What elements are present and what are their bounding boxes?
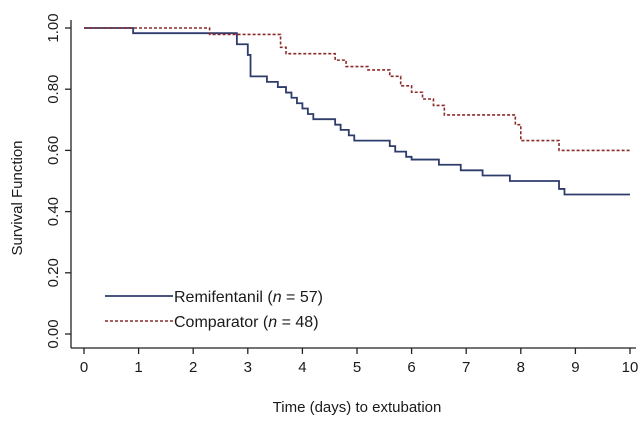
- remifentanil-curve: [84, 27, 630, 196]
- y-tick-label: 0.80: [45, 75, 62, 104]
- x-tick-label: 2: [189, 359, 197, 376]
- x-tick-label: 5: [353, 359, 361, 376]
- legend-label: Comparator (n = 48): [174, 314, 319, 331]
- x-tick-label: 1: [134, 359, 142, 376]
- y-tick-label: 0.40: [45, 197, 62, 226]
- x-tick-label: 9: [571, 359, 579, 376]
- x-tick-label: 3: [244, 359, 252, 376]
- legend: Remifentanil (n = 57) Comparator (n = 48): [105, 289, 323, 331]
- comparator-curve: [84, 27, 630, 152]
- x-tick-label: 7: [462, 359, 470, 376]
- y-ticks: 0.00 0.20 0.40 0.60 0.80 1.00: [45, 13, 71, 349]
- x-tick-label: 0: [80, 359, 88, 376]
- y-tick-label: 1.00: [45, 13, 62, 42]
- x-tick-label: 6: [407, 359, 415, 376]
- y-axis-title: Survival Function: [9, 140, 26, 255]
- legend-label: Remifentanil (n = 57): [174, 289, 323, 306]
- x-ticks: 0 1 2 3 4 5 6 7 8 9 10: [80, 348, 639, 376]
- x-tick-label: 4: [298, 359, 306, 376]
- x-axis-title: Time (days) to extubation: [273, 399, 442, 416]
- x-tick-label: 10: [622, 359, 639, 376]
- x-tick-label: 8: [517, 359, 525, 376]
- y-tick-label: 0.00: [45, 319, 62, 348]
- survival-curves: [84, 27, 630, 196]
- y-tick-label: 0.20: [45, 258, 62, 287]
- axes: [70, 20, 636, 349]
- y-tick-label: 0.60: [45, 136, 62, 165]
